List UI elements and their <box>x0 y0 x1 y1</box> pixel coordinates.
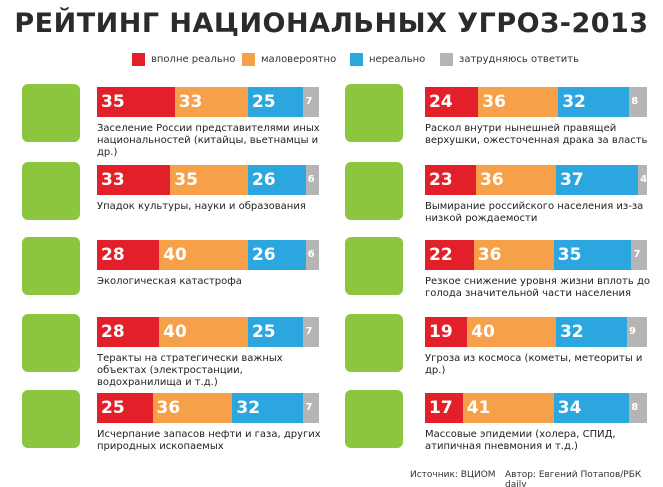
bar-segment: 33 <box>174 87 248 117</box>
bar-segment: 28 <box>97 317 160 347</box>
bar-segment: 6 <box>305 165 319 195</box>
category-label: Угроза из космоса (кометы, метеориты и д… <box>425 353 643 376</box>
bar-segment: 4 <box>638 165 647 195</box>
legend-swatch <box>350 53 363 66</box>
bar-segment: 34 <box>553 393 630 423</box>
bar-segment: 7 <box>303 317 319 347</box>
bar-segment: 7 <box>303 393 319 423</box>
bar-segment: 25 <box>247 87 304 117</box>
icon <box>22 162 80 220</box>
category-label: Массовые эпидемии (холера, СПИД, атипичн… <box>425 429 616 452</box>
legend-swatch <box>440 53 453 66</box>
bar: 24 36 32 8 <box>425 87 647 117</box>
bar-segment: 37 <box>555 165 639 195</box>
chart-title: РЕЙТИНГ НАЦИОНАЛЬНЫХ УГРОЗ-2013 <box>14 8 649 39</box>
bar: 17 41 34 8 <box>425 393 647 423</box>
bar-segment: 25 <box>247 317 304 347</box>
icon <box>22 84 80 142</box>
source: Источник: ВЦИОМ <box>410 470 496 480</box>
legend-item: нереально <box>350 53 425 66</box>
icon <box>345 390 403 448</box>
bar-segment: 33 <box>97 165 171 195</box>
bar-segment: 40 <box>467 317 556 347</box>
icon <box>345 237 403 295</box>
bar-segment: 22 <box>425 240 474 270</box>
bar-segment: 17 <box>425 393 463 423</box>
bar: 19 40 32 9 <box>425 317 647 347</box>
bar-segment: 8 <box>629 87 647 117</box>
legend-item: затрудняюсь ответить <box>440 53 579 66</box>
category-label: Резкое снижение уровня жизни вплоть до г… <box>425 276 650 299</box>
bar-segment: 40 <box>159 240 248 270</box>
bar-segment: 7 <box>303 87 319 117</box>
bar-segment: 35 <box>553 240 632 270</box>
bar-segment: 9 <box>627 317 647 347</box>
bar-segment: 40 <box>159 317 248 347</box>
legend-label: затрудняюсь ответить <box>459 54 580 65</box>
bar-segment: 6 <box>305 240 319 270</box>
bar: 23 36 37 4 <box>425 165 647 195</box>
bar-segment: 35 <box>170 165 248 195</box>
category-label: Раскол внутри нынешней правящей верхушки… <box>425 123 648 146</box>
icon <box>22 237 80 295</box>
bar-segment: 32 <box>555 317 627 347</box>
bar: 28 40 26 6 <box>97 240 319 270</box>
bar-segment: 28 <box>97 240 160 270</box>
category-label: Теракты на стратегически важных объектах… <box>97 353 283 388</box>
category-label: Вымирание российского населения из-за ни… <box>425 201 644 224</box>
category-label: Исчерпание запасов нефти и газа, других … <box>97 429 321 452</box>
bar-segment: 7 <box>631 240 647 270</box>
bar-segment: 26 <box>247 165 306 195</box>
legend-item: вполне реально <box>132 53 235 66</box>
bar-segment: 23 <box>425 165 477 195</box>
bar: 25 36 32 7 <box>97 393 319 423</box>
legend-label: нереально <box>369 54 426 65</box>
icon <box>345 314 403 372</box>
icon <box>345 84 403 142</box>
bar-segment: 41 <box>462 393 554 423</box>
bar: 33 35 26 6 <box>97 165 319 195</box>
bar-segment: 25 <box>97 393 153 423</box>
legend-label: вполне реально <box>151 54 236 65</box>
bar-segment: 36 <box>476 165 556 195</box>
legend-swatch <box>242 53 255 66</box>
icon <box>22 314 80 372</box>
bar-segment: 19 <box>425 317 468 347</box>
icon <box>22 390 80 448</box>
bar-segment: 24 <box>425 87 479 117</box>
bar-segment: 36 <box>152 393 233 423</box>
bar-segment: 8 <box>629 393 647 423</box>
bar-segment: 32 <box>232 393 304 423</box>
legend-swatch <box>132 53 145 66</box>
bar-segment: 32 <box>558 87 630 117</box>
legend-label: маловероятно <box>261 54 337 65</box>
bar: 28 40 25 7 <box>97 317 319 347</box>
bar-segment: 36 <box>473 240 554 270</box>
icon <box>345 162 403 220</box>
bar: 22 36 35 7 <box>425 240 647 270</box>
legend-item: маловероятно <box>242 53 336 66</box>
category-label: Упадок культуры, науки и образования <box>97 201 306 212</box>
category-label: Экологическая катастрофа <box>97 276 242 287</box>
bar-segment: 36 <box>478 87 559 117</box>
author: Автор: Евгений Потапов/РБК daily <box>505 470 642 487</box>
bar: 35 33 25 7 <box>97 87 319 117</box>
category-label: Заселение России представителями иных на… <box>97 123 320 158</box>
bar-segment: 26 <box>247 240 306 270</box>
bar-segment: 35 <box>97 87 175 117</box>
